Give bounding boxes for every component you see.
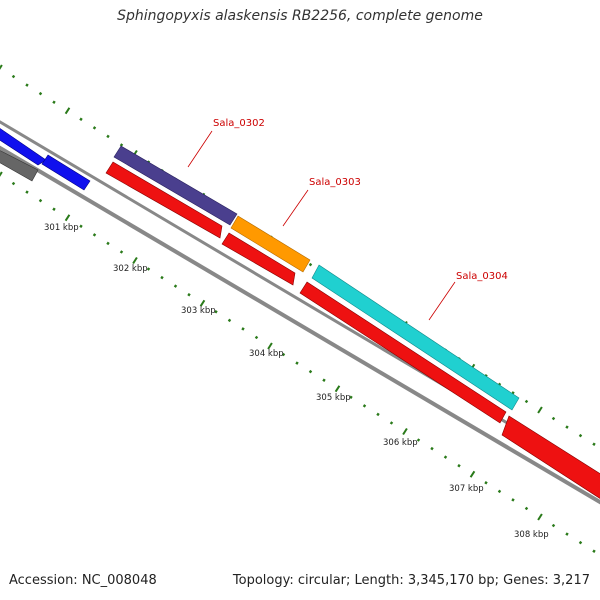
gene-arrow-sala-0302[interactable]: [113, 145, 238, 226]
tick-mark-inner: [119, 250, 124, 254]
tick-mark-inner: [52, 207, 56, 211]
tick-mark-outer: [308, 262, 313, 267]
gene-arrow-red-inner-3[interactable]: [299, 281, 507, 424]
tick-mark-inner: [64, 214, 71, 222]
genome-summary-text: Topology: circular; Length: 3,345,170 bp…: [232, 573, 590, 588]
gene-arrow-red-inner-1[interactable]: [105, 161, 223, 239]
tick-mark-outer: [11, 74, 16, 79]
tick-mark-outer: [92, 126, 97, 130]
tick-mark-inner: [25, 190, 29, 194]
tick-mark-inner: [497, 489, 502, 494]
tick-mark-inner: [537, 513, 543, 521]
gene-arrow-sala-0304[interactable]: [311, 264, 520, 411]
tick-mark-inner: [173, 284, 178, 288]
tick-mark-inner: [38, 198, 43, 203]
tick-mark-inner: [187, 292, 191, 297]
gene-arrow-red-inner-2[interactable]: [221, 232, 296, 286]
kbp-label-304: 304 kbp: [249, 349, 284, 359]
kbp-label-307: 307 kbp: [449, 484, 484, 494]
tick-mark-outer: [537, 406, 543, 414]
tick-mark-inner: [227, 318, 232, 323]
tick-mark-inner: [551, 523, 556, 528]
tick-mark-inner: [92, 233, 97, 237]
gene-label-sala-0303[interactable]: Sala_0303: [309, 177, 361, 188]
tick-mark-inner: [376, 412, 380, 417]
tick-mark-inner: [402, 427, 408, 436]
tick-mark-outer: [565, 425, 569, 429]
tick-mark-inner: [524, 506, 529, 511]
leader-line-sala-0304: [428, 281, 456, 321]
kbp-label-308: 308 kbp: [514, 530, 549, 540]
tick-mark-outer: [25, 83, 29, 87]
tick-mark-inner: [443, 455, 448, 459]
tick-mark-inner: [295, 361, 299, 365]
kbp-label-302: 302 kbp: [113, 264, 148, 274]
tick-mark-inner: [132, 256, 138, 265]
tick-mark-outer: [524, 399, 529, 404]
tick-mark-inner: [430, 446, 434, 451]
kbp-label-305: 305 kbp: [316, 393, 351, 403]
tick-mark-outer: [0, 64, 3, 70]
tick-mark-inner: [160, 275, 164, 280]
tick-mark-inner: [416, 438, 421, 442]
tick-mark-inner: [334, 385, 341, 393]
tick-mark-outer: [592, 442, 596, 446]
tick-mark-inner: [308, 369, 313, 374]
kbp-label-306: 306 kbp: [383, 438, 418, 448]
gene-label-sala-0302[interactable]: Sala_0302: [213, 118, 265, 129]
tick-mark-inner: [254, 335, 259, 340]
tick-mark-inner: [511, 498, 515, 502]
tick-marks: [0, 64, 596, 553]
tick-mark-inner: [592, 549, 596, 553]
genome-title: Sphingopyxis alaskensis RB2256, complete…: [117, 8, 483, 24]
tick-mark-outer: [79, 117, 83, 122]
tick-mark-inner: [469, 470, 476, 478]
tick-mark-inner: [199, 299, 206, 307]
backbone-inner: [0, 145, 600, 505]
tick-mark-inner: [214, 310, 218, 314]
gene-arrow-gray-inner[interactable]: [0, 148, 39, 182]
tick-mark-inner: [349, 395, 353, 400]
gene-arrow-blue-outer-1[interactable]: [0, 125, 47, 166]
tick-mark-inner: [578, 540, 583, 545]
tick-mark-inner: [106, 241, 110, 246]
gene-arrow-sala-0303[interactable]: [230, 215, 311, 273]
gene-arrow-red-inner-4[interactable]: [501, 415, 600, 505]
tick-mark-inner: [389, 421, 394, 425]
gene-arrow-blue-outer-2[interactable]: [41, 154, 91, 191]
kbp-label-301: 301 kbp: [44, 223, 79, 233]
tick-mark-outer: [578, 433, 583, 438]
gene-label-sala-0304[interactable]: Sala_0304: [456, 271, 508, 282]
tick-mark-inner: [362, 404, 367, 408]
tick-mark-inner: [11, 181, 16, 186]
leader-line-sala-0302: [187, 130, 213, 168]
tick-mark-outer: [119, 143, 124, 147]
tick-mark-inner: [146, 267, 151, 271]
tick-mark-inner: [281, 352, 286, 357]
tick-mark-outer: [106, 134, 110, 139]
tick-mark-inner: [322, 378, 326, 382]
leader-line-sala-0303: [282, 189, 309, 227]
tick-mark-inner: [79, 224, 83, 229]
tick-mark-inner: [267, 342, 273, 350]
tick-mark-inner: [241, 327, 245, 331]
tick-mark-outer: [38, 91, 43, 96]
kbp-label-303: 303 kbp: [181, 306, 216, 316]
tick-mark-inner: [0, 171, 3, 177]
tick-mark-inner: [484, 481, 488, 485]
tick-mark-outer: [52, 100, 56, 104]
tick-mark-outer: [551, 416, 556, 421]
accession-text: Accession: NC_008048: [9, 573, 157, 588]
tick-mark-inner: [565, 532, 569, 536]
tick-mark-outer: [64, 107, 71, 115]
tick-mark-inner: [457, 463, 461, 468]
